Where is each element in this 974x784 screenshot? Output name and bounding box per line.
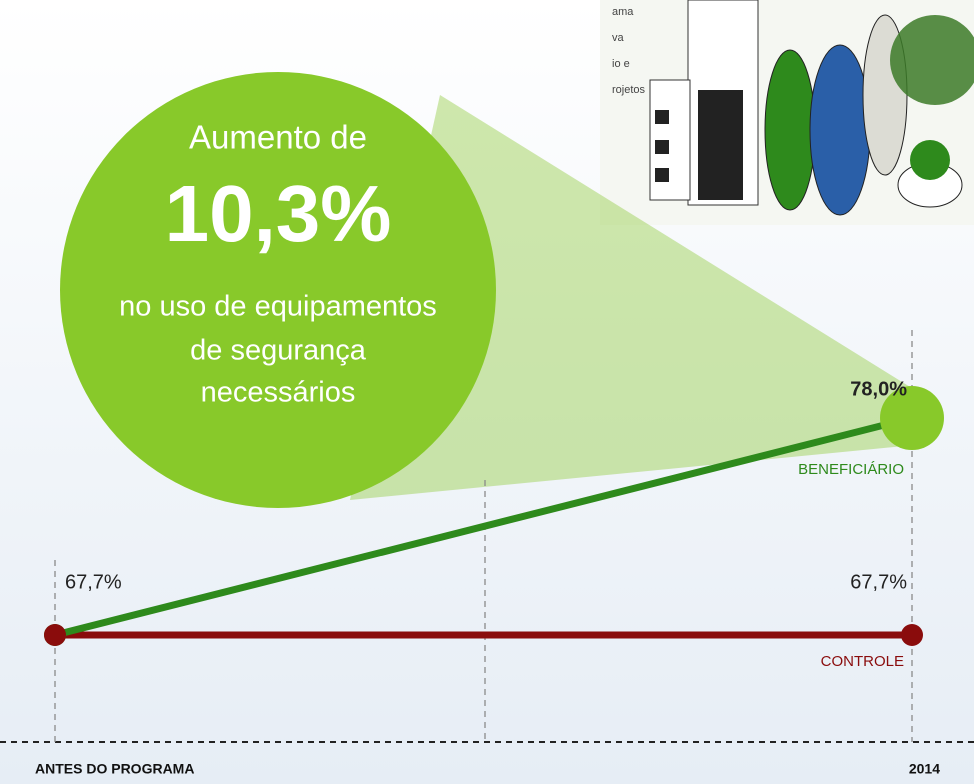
data-point xyxy=(44,624,66,646)
legend-label: CONTROLE xyxy=(821,653,904,670)
series-line xyxy=(54,414,913,639)
value-label: 78,0% xyxy=(850,378,907,400)
x-tick-label: 2014 xyxy=(909,761,940,777)
callout-line: de segurança xyxy=(190,335,367,367)
callout-line: no uso de equipamentos xyxy=(119,291,437,323)
value-label: 67,7% xyxy=(850,571,907,593)
illustration xyxy=(600,0,974,225)
image-text: rojetos xyxy=(612,84,646,96)
data-point xyxy=(880,386,944,450)
data-point xyxy=(901,624,923,646)
callout-line: necessários xyxy=(201,377,356,409)
image-text: ama va io e rojetos xyxy=(612,6,646,96)
callout-highlight: 10,3% xyxy=(165,169,392,258)
callout-circle xyxy=(60,72,496,508)
callout-cone xyxy=(350,95,915,500)
value-label: 67,7% xyxy=(65,571,122,593)
image-text: io e xyxy=(612,58,630,70)
image-text: va xyxy=(612,32,625,44)
legend-label: BENEFICIÁRIO xyxy=(798,461,904,478)
image-text: ama xyxy=(612,6,634,18)
callout-lead: Aumento de xyxy=(189,119,367,156)
x-tick-label: ANTES DO PROGRAMA xyxy=(35,761,194,777)
